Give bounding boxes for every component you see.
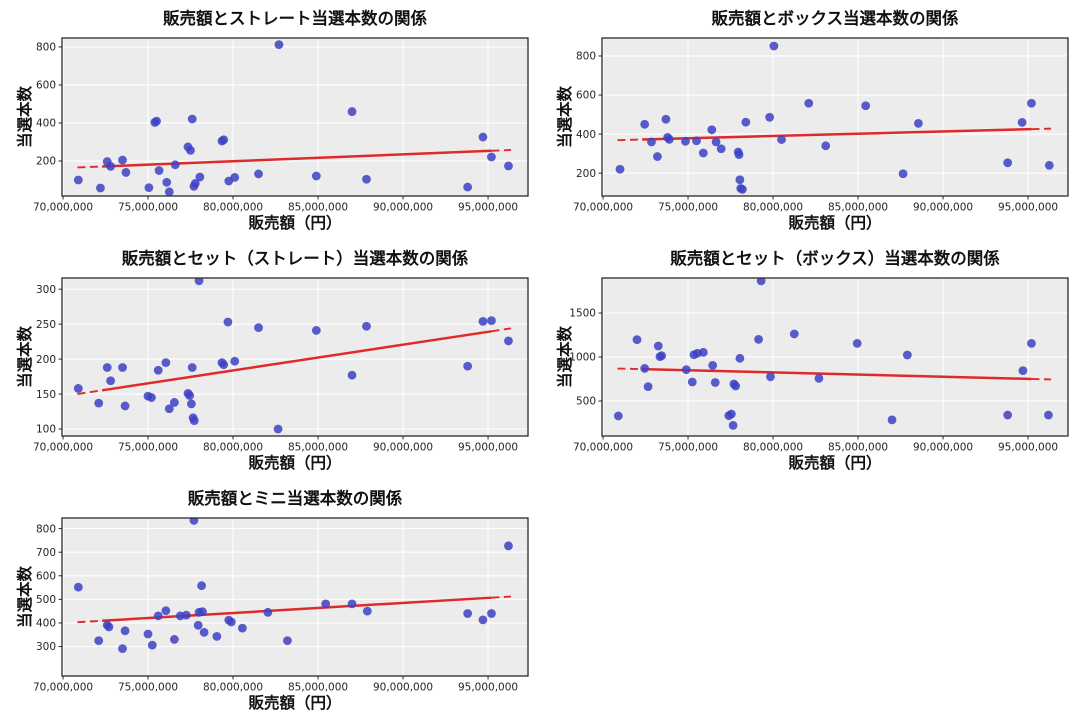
svg-text:90,000,000: 90,000,000 <box>373 682 433 694</box>
svg-text:400: 400 <box>36 618 56 630</box>
svg-text:600: 600 <box>36 570 56 582</box>
svg-text:70,000,000: 70,000,000 <box>33 442 93 454</box>
svg-text:500: 500 <box>36 594 56 606</box>
svg-text:200: 200 <box>36 354 56 366</box>
svg-text:75,000,000: 75,000,000 <box>118 442 178 454</box>
svg-text:200: 200 <box>36 156 56 168</box>
svg-text:90,000,000: 90,000,000 <box>913 442 973 454</box>
scatter-plot-straight: 70,000,000 75,000,000 80,000,000 85,000,000… <box>33 37 529 214</box>
svg-text:80,000,000: 80,000,000 <box>203 442 263 454</box>
svg-text:80,000,000: 80,000,000 <box>743 202 803 214</box>
svg-text:90,000,000: 90,000,000 <box>373 202 433 214</box>
svg-text:150: 150 <box>36 389 56 401</box>
y-axis-label: 当選本数 <box>16 85 34 149</box>
svg-text:75,000,000: 75,000,000 <box>118 682 178 694</box>
svg-text:95,000,000: 95,000,000 <box>458 202 518 214</box>
svg-text:90,000,000: 90,000,000 <box>913 202 973 214</box>
x-axis-label: 販売額（円） <box>788 454 882 472</box>
svg-text:800: 800 <box>36 42 56 54</box>
svg-text:70,000,000: 70,000,000 <box>33 682 93 694</box>
svg-text:800: 800 <box>576 51 596 63</box>
chart-title: 販売額とストレート当選本数の関係 <box>163 9 427 28</box>
svg-text:300: 300 <box>36 641 56 653</box>
subplot-mini: 70,000,000 75,000,000 80,000,000 85,000,000… <box>0 480 540 720</box>
svg-text:95,000,000: 95,000,000 <box>998 202 1058 214</box>
svg-text:85,000,000: 85,000,000 <box>288 442 348 454</box>
chart-title: 販売額とセット（ストレート）当選本数の関係 <box>121 249 469 268</box>
chart-title: 販売額とセット（ボックス）当選本数の関係 <box>670 249 1000 268</box>
svg-text:700: 700 <box>36 547 56 559</box>
svg-text:200: 200 <box>576 168 596 180</box>
svg-text:300: 300 <box>36 284 56 296</box>
svg-text:95,000,000: 95,000,000 <box>458 442 518 454</box>
svg-text:1000: 1000 <box>569 352 596 364</box>
svg-text:250: 250 <box>36 319 56 331</box>
svg-text:70,000,000: 70,000,000 <box>573 442 633 454</box>
scatter-plot-set-box: 70,000,000 75,000,000 80,000,000 85,000,000… <box>569 277 1069 454</box>
y-axis-label: 当選本数 <box>556 85 574 149</box>
chart-title: 販売額とミニ当選本数の関係 <box>187 489 403 508</box>
svg-text:90,000,000: 90,000,000 <box>373 442 433 454</box>
svg-text:95,000,000: 95,000,000 <box>458 682 518 694</box>
svg-text:70,000,000: 70,000,000 <box>573 202 633 214</box>
svg-text:85,000,000: 85,000,000 <box>828 442 888 454</box>
x-axis-label: 販売額（円） <box>788 214 882 232</box>
svg-text:85,000,000: 85,000,000 <box>828 202 888 214</box>
svg-text:70,000,000: 70,000,000 <box>33 202 93 214</box>
svg-text:400: 400 <box>576 129 596 141</box>
chart-title: 販売額とボックス当選本数の関係 <box>711 9 959 28</box>
svg-text:500: 500 <box>576 396 596 408</box>
y-axis-label: 当選本数 <box>16 565 34 629</box>
x-axis-label: 販売額（円） <box>248 454 342 472</box>
scatter-plot-set-straight: 70,000,000 75,000,000 80,000,000 85,000,000… <box>33 277 529 454</box>
subplot-set-straight: 70,000,000 75,000,000 80,000,000 85,000,000… <box>0 240 540 480</box>
svg-text:75,000,000: 75,000,000 <box>658 442 718 454</box>
svg-text:400: 400 <box>36 118 56 130</box>
y-axis-label: 当選本数 <box>16 325 34 389</box>
svg-text:1500: 1500 <box>569 308 596 320</box>
x-axis-label: 販売額（円） <box>248 214 342 232</box>
svg-text:85,000,000: 85,000,000 <box>288 202 348 214</box>
svg-text:80,000,000: 80,000,000 <box>743 442 803 454</box>
svg-text:80,000,000: 80,000,000 <box>203 202 263 214</box>
svg-text:600: 600 <box>36 80 56 92</box>
svg-text:75,000,000: 75,000,000 <box>658 202 718 214</box>
x-axis-label: 販売額（円） <box>248 694 342 712</box>
scatter-plot-mini: 70,000,000 75,000,000 80,000,000 85,000,000… <box>33 517 529 694</box>
svg-text:800: 800 <box>36 523 56 535</box>
svg-text:600: 600 <box>576 90 596 102</box>
subplot-box: 70,000,000 75,000,000 80,000,000 85,000,000… <box>540 0 1080 240</box>
svg-text:95,000,000: 95,000,000 <box>998 442 1058 454</box>
svg-text:100: 100 <box>36 424 56 436</box>
svg-text:85,000,000: 85,000,000 <box>288 682 348 694</box>
subplot-straight: 70,000,000 75,000,000 80,000,000 85,000,000… <box>0 0 540 240</box>
svg-text:80,000,000: 80,000,000 <box>203 682 263 694</box>
scatter-plot-box: 70,000,000 75,000,000 80,000,000 85,000,000… <box>573 37 1069 214</box>
svg-text:75,000,000: 75,000,000 <box>118 202 178 214</box>
subplot-set-box: 70,000,000 75,000,000 80,000,000 85,000,000… <box>540 240 1080 480</box>
y-axis-label: 当選本数 <box>556 325 574 389</box>
